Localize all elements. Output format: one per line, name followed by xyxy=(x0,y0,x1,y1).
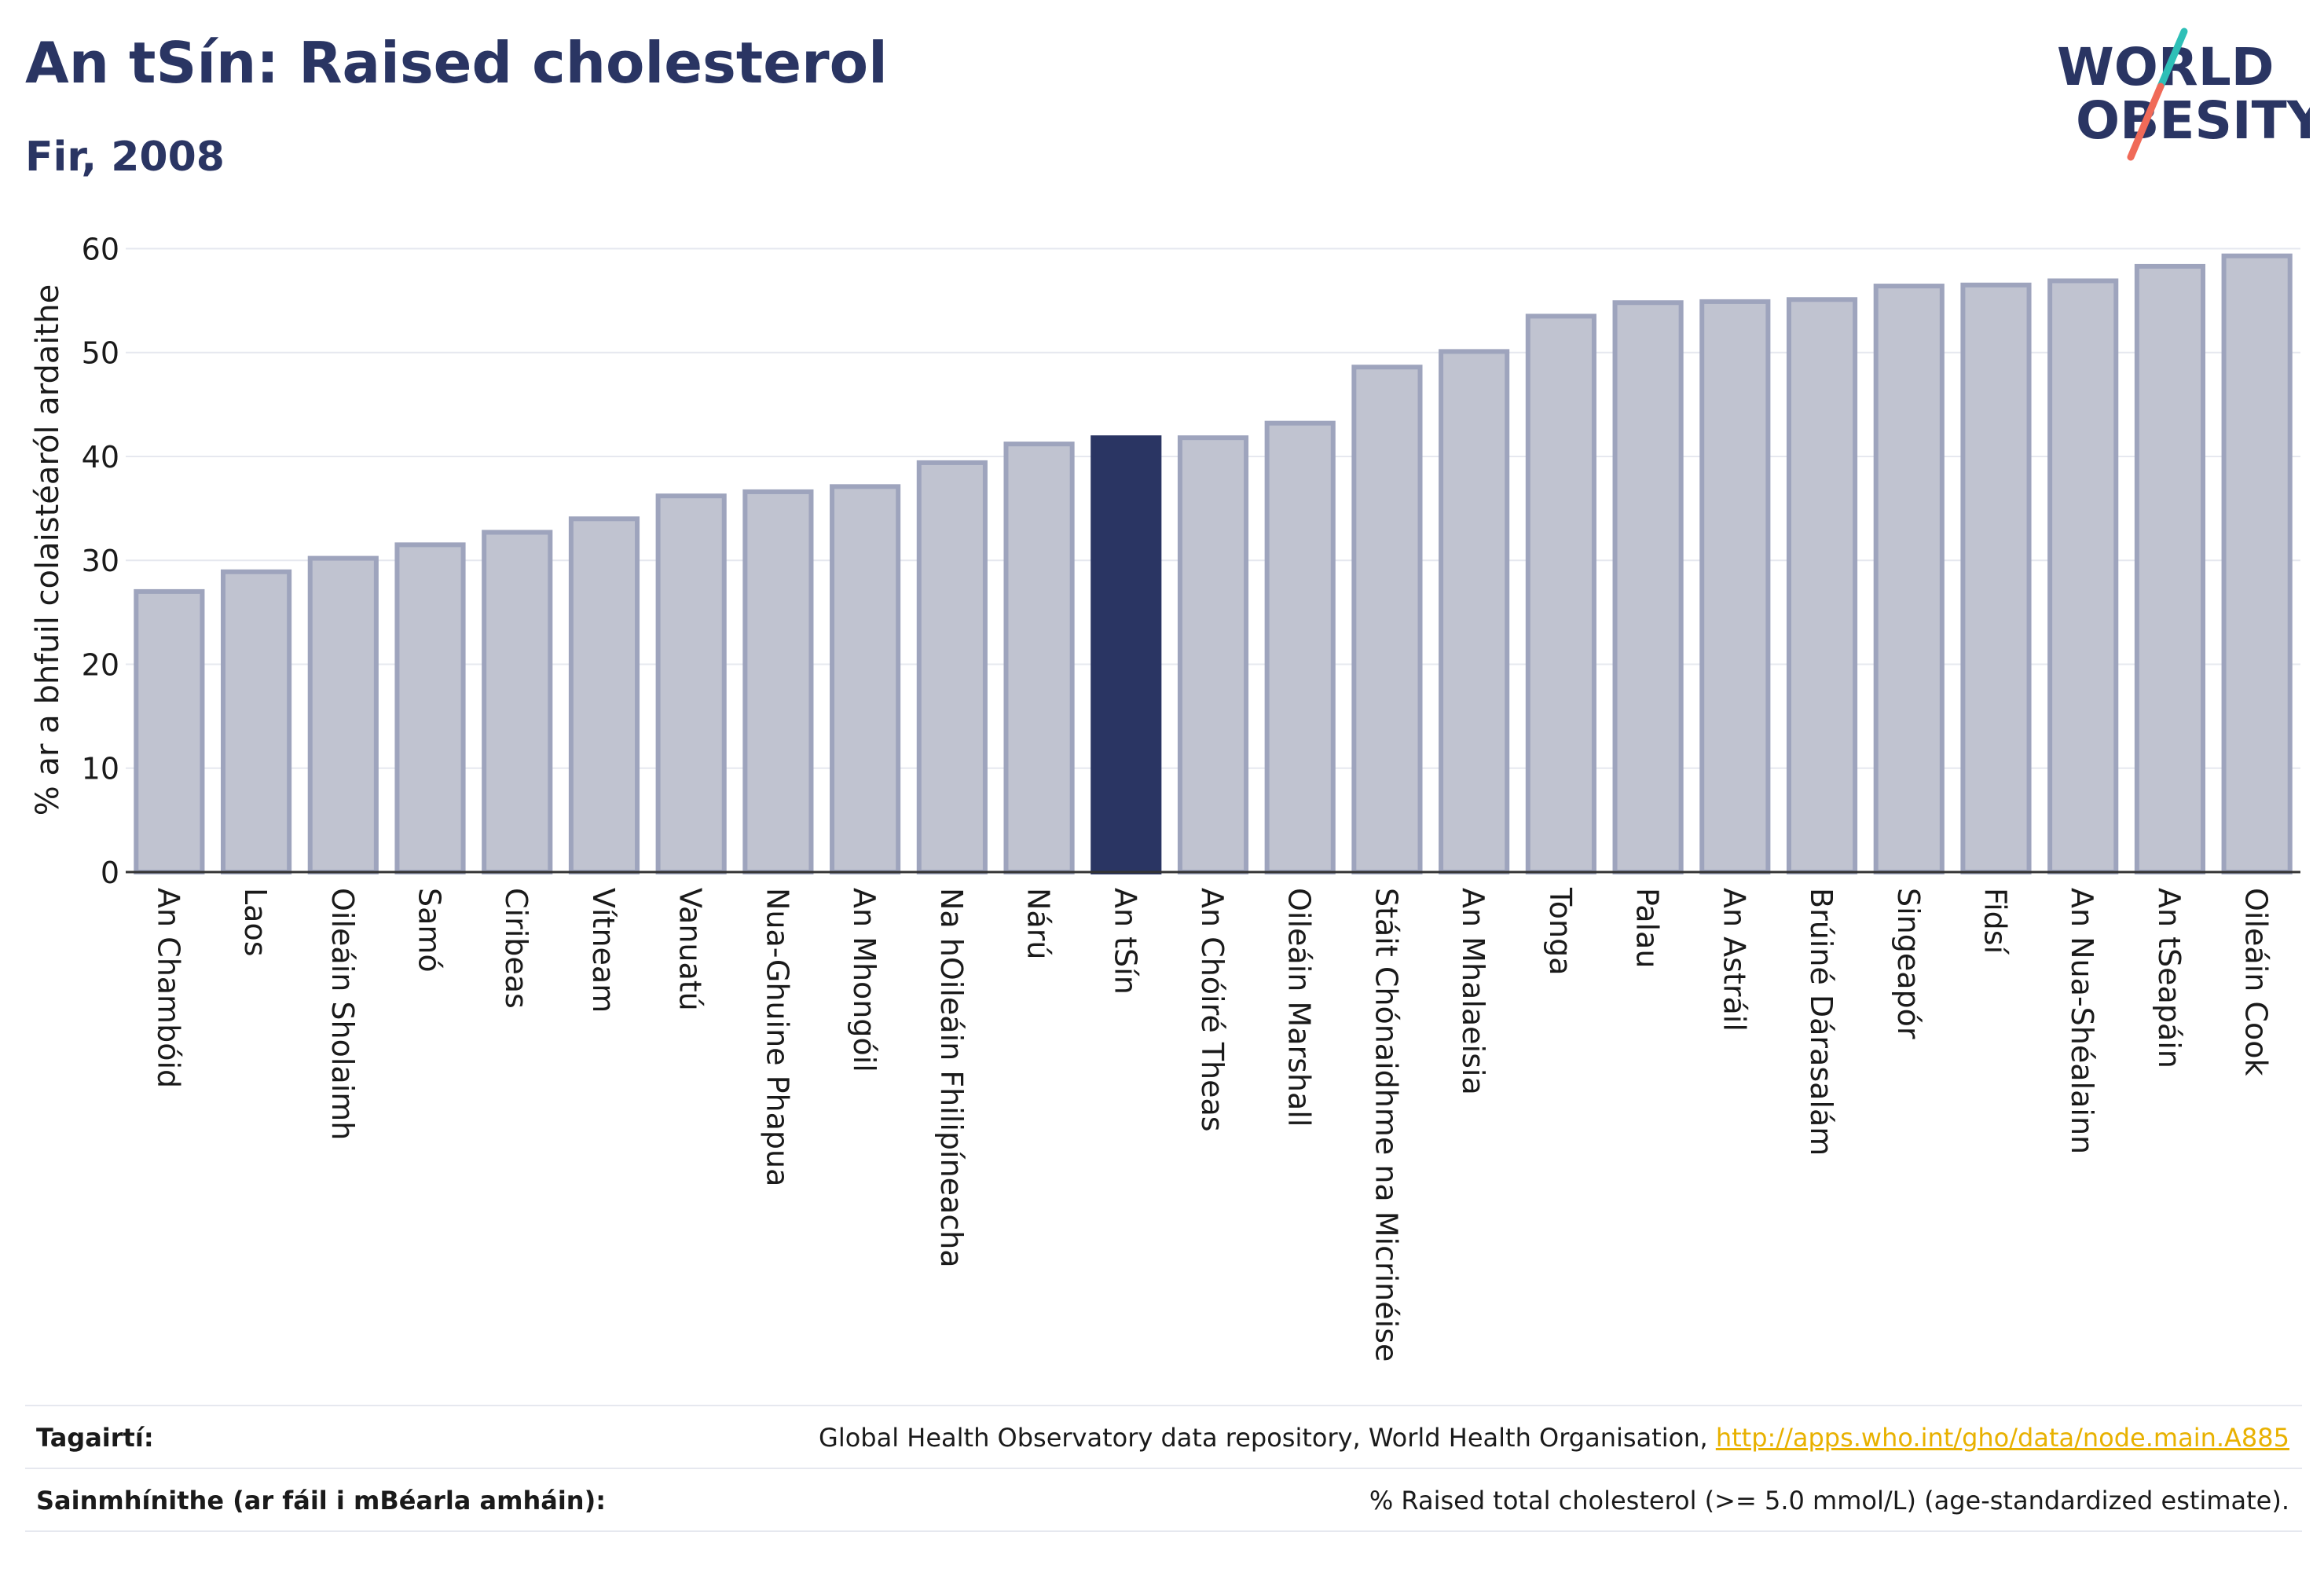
bar xyxy=(830,484,901,874)
x-tick-label: Palau xyxy=(1630,888,1665,968)
chart-subtitle: Fir, 2008 xyxy=(25,134,225,181)
x-tick-label: An Mhongóil xyxy=(847,888,882,1072)
x-tick-label: Oileáin Sholaimh xyxy=(325,888,360,1140)
x-tick-label: An tSín xyxy=(1108,888,1142,995)
y-tick-label: 50 xyxy=(82,336,119,371)
x-tick-label: Vanuatú xyxy=(673,888,708,1011)
y-axis-title: % ar a bhfuil colaistéaról ardaithe xyxy=(30,284,66,815)
bar xyxy=(568,516,640,874)
x-tick-label: Laos xyxy=(238,888,273,957)
x-tick-label: Tonga xyxy=(1543,887,1578,976)
references-label: Tagairtí: xyxy=(36,1423,154,1453)
logo-word-obesity: OBESITY xyxy=(2076,90,2310,151)
y-tick-label: 40 xyxy=(82,440,119,475)
x-tick-label: Samó xyxy=(412,888,447,973)
footer-divider xyxy=(25,1530,2302,1532)
logo-slash-coral xyxy=(2127,82,2165,161)
bar xyxy=(134,588,205,874)
bar xyxy=(221,569,292,874)
x-tick-label: Oileáin Cook xyxy=(2239,888,2274,1076)
y-tick-label: 30 xyxy=(82,544,119,578)
references-link[interactable]: http://apps.who.int/gho/data/node.main.A… xyxy=(1715,1423,2289,1453)
x-tick-label: An Astráil xyxy=(1717,888,1751,1032)
bar xyxy=(307,555,379,874)
x-tick-label: Ciribeas xyxy=(499,888,533,1009)
bar xyxy=(1351,365,1423,874)
x-tick-label: Vítneam xyxy=(586,888,621,1013)
y-tick-label: 20 xyxy=(82,647,119,682)
bar-highlight xyxy=(1091,435,1162,874)
bar xyxy=(2047,278,2119,874)
bar xyxy=(394,542,466,874)
bar xyxy=(916,460,988,874)
bar xyxy=(655,493,727,875)
x-tick-label: Nua-Ghuine Phapua xyxy=(760,888,794,1186)
definitions-value: % Raised total cholesterol (>= 5.0 mmol/… xyxy=(1369,1486,2289,1516)
x-tick-label: An Nua-Shéalainn xyxy=(2065,888,2099,1154)
x-tick-label: An tSeapáin xyxy=(2152,888,2187,1068)
references-value: Global Health Observatory data repositor… xyxy=(819,1423,2302,1453)
bar xyxy=(1699,299,1771,875)
bar xyxy=(1612,300,1684,874)
x-tick-label: Oileáin Marshall xyxy=(1282,888,1317,1127)
x-tick-label: Stáit Chónaidhme na Micrinéise xyxy=(1369,888,1403,1362)
bar xyxy=(1264,420,1336,874)
bar xyxy=(1003,442,1075,874)
bar xyxy=(2221,253,2293,875)
x-axis-labels: An Chambóid Laos Oileáin Sholaimh Samó Cirib… xyxy=(151,887,2273,1362)
x-tick-label: An Mhalaeisia xyxy=(1456,888,1490,1095)
chart-title: An tSín: Raised cholesterol xyxy=(25,30,888,96)
y-axis-ticks: 0 10 20 30 40 50 60 xyxy=(82,232,119,890)
bar xyxy=(1960,282,2032,874)
x-tick-label: An Chambóid xyxy=(151,888,185,1088)
x-tick-label: Singeapór xyxy=(1891,888,1926,1039)
definitions-row: Sainmhínithe (ar fáil i mBéarla amháin):… xyxy=(25,1468,2302,1532)
bar-chart: 0 10 20 30 40 50 60 An Chambóid Laos Oileáin Sho… xyxy=(30,232,2300,1362)
x-tick-label: Na hOileáin Fhilipíneacha xyxy=(934,888,969,1268)
x-tick-label: Nárú xyxy=(1021,888,1056,959)
bar xyxy=(742,489,814,874)
logo-slash-teal xyxy=(2157,27,2188,90)
y-tick-label: 0 xyxy=(101,856,119,890)
x-tick-label: Brúiné Dárasalám xyxy=(1804,888,1838,1156)
bar xyxy=(1786,297,1858,874)
bars xyxy=(134,253,2293,875)
references-row: Tagairtí: Global Health Observatory data… xyxy=(25,1405,2302,1469)
bar xyxy=(482,530,553,874)
world-obesity-logo: WORLD OBESITY xyxy=(2057,27,2310,161)
definitions-label: Sainmhínithe (ar fáil i mBéarla amháin): xyxy=(36,1486,606,1516)
y-tick-label: 10 xyxy=(82,752,119,786)
x-tick-label: Fidsí xyxy=(1978,888,2012,955)
bar xyxy=(1873,284,1945,874)
y-tick-label: 60 xyxy=(82,232,119,266)
bar xyxy=(2134,263,2205,874)
bar xyxy=(1177,435,1249,874)
bar xyxy=(1439,349,1510,874)
references-text: Global Health Observatory data repositor… xyxy=(819,1423,1716,1453)
bar xyxy=(1525,313,1596,874)
x-tick-label: An Chóiré Theas xyxy=(1195,888,1230,1132)
